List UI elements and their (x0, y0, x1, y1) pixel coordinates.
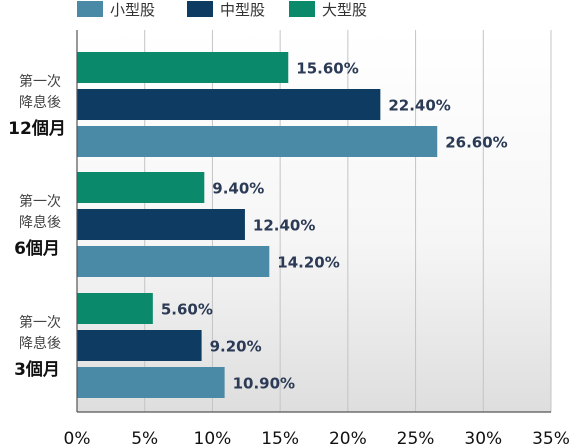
x-tick-label: 25% (397, 429, 435, 446)
legend-swatch (187, 1, 213, 17)
data-label: 5.60% (161, 301, 213, 319)
category-label-line1: 第一次 (19, 73, 61, 90)
bar (77, 172, 205, 203)
data-label: 26.60% (445, 134, 507, 152)
bar (77, 126, 438, 157)
category-label-line3: 12個月 (8, 118, 66, 139)
legend: 小型股 中型股 大型股 (77, 1, 367, 19)
x-axis: 0% 5% 10% 15% 20% 25% 30% 35% (64, 30, 570, 446)
x-tick-label: 30% (464, 429, 502, 446)
bar (77, 52, 289, 83)
category-label-line2: 降息後 (19, 94, 61, 111)
data-label: 9.20% (210, 338, 262, 356)
bars (77, 52, 438, 398)
category-label-line2: 降息後 (19, 335, 61, 352)
x-tick-label: 20% (329, 429, 367, 446)
bar (77, 293, 153, 324)
category-label-line3: 3個月 (14, 359, 60, 380)
bar (77, 367, 225, 398)
bar (77, 209, 245, 240)
bar (77, 330, 202, 361)
data-labels: 15.60% 22.40% 26.60% 9.40% 12.40% 14.20% 5.60%… (161, 60, 508, 393)
data-label: 14.20% (277, 254, 339, 272)
legend-swatch (289, 1, 315, 17)
x-tick-label: 10% (194, 429, 232, 446)
legend-label: 小型股 (110, 1, 155, 19)
x-tick-label: 5% (131, 429, 158, 446)
x-tick-label: 15% (261, 429, 299, 446)
category-label-line3: 6個月 (14, 238, 60, 259)
legend-label: 大型股 (322, 1, 367, 19)
legend-label: 中型股 (220, 1, 265, 19)
data-label: 9.40% (212, 180, 264, 198)
data-label: 10.90% (233, 375, 295, 393)
category-label-line1: 第一次 (19, 314, 61, 331)
data-label: 12.40% (253, 217, 315, 235)
bar (77, 89, 381, 120)
data-label: 22.40% (388, 97, 450, 115)
legend-swatch (77, 1, 103, 17)
bar (77, 246, 270, 277)
x-tick-label: 0% (64, 429, 91, 446)
x-tick-label: 35% (532, 429, 570, 446)
data-label: 15.60% (296, 60, 358, 78)
category-label-line2: 降息後 (19, 214, 61, 231)
category-label-line1: 第一次 (19, 193, 61, 210)
